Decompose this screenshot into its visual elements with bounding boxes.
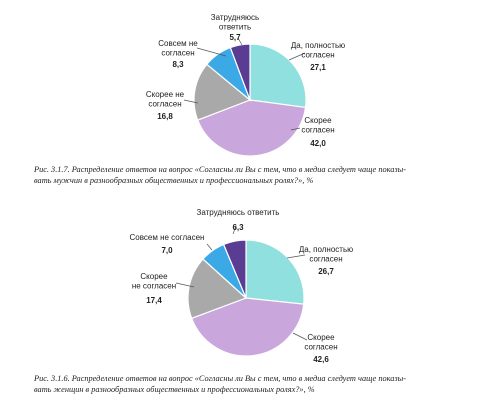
leader-line-rather-agree <box>292 332 308 341</box>
pie-slice-agree-fully <box>245 239 305 305</box>
caption-men-line-2: вать мужчин в разнообразных общественных… <box>34 176 314 185</box>
caption-women: Рис. 3.1.6. Распределение ответов на воп… <box>34 373 454 395</box>
slice-label-agree-fully: Да, полностью согласен <box>291 41 345 60</box>
leader-line-rather-disagree <box>175 282 195 288</box>
pie-slice-rather-agree <box>196 99 307 157</box>
caption-women-line-2: вать женщин в разнообразных общественных… <box>34 385 315 394</box>
pie-chart-women: Да, полностью согласен 26,7 Скорее согласен 4… <box>0 200 478 420</box>
pie-slice-rather-disagree <box>187 258 248 320</box>
slice-value-agree-fully: 26,7 <box>318 267 334 276</box>
slice-label-fully-disagree: Совсем не согласен <box>158 39 198 58</box>
leader-line-agree-fully <box>288 52 306 61</box>
slice-label-rather-disagree: Скорее не согласен <box>132 272 176 291</box>
slice-value-fully-disagree: 8,3 <box>172 60 184 69</box>
leader-line-hard-to-say <box>232 225 237 235</box>
pie-slice-hard-to-say <box>222 239 247 299</box>
caption-women-line-1: Рис. 3.1.6. Распределение ответов на воп… <box>34 374 407 383</box>
slice-value-hard-to-say: 6,3 <box>232 223 244 232</box>
slice-label-rather-agree: Скорее согласен <box>301 116 334 135</box>
leader-line-fully-disagree <box>196 47 227 57</box>
pie-chart-men-svg: Да, полностью согласен 27,1 Скорее согласен 4… <box>146 13 345 157</box>
pie-slice-rather-disagree <box>193 63 252 121</box>
pie-slice-rather-agree <box>190 297 305 357</box>
leader-line-fully-disagree <box>206 243 213 251</box>
pie-chart-men: Да, полностью согласен 27,1 Скорее согласен 4… <box>0 0 478 200</box>
pie-slice-hard-to-say <box>229 43 251 101</box>
caption-men-line-1: Рис. 3.1.7. Распределение ответов на воп… <box>34 165 407 174</box>
slice-value-rather-disagree: 16,8 <box>157 112 173 121</box>
slice-label-hard-to-say: Затрудняюсь ответить <box>197 208 280 217</box>
slice-value-hard-to-say: 5,7 <box>229 33 241 42</box>
slice-label-fully-disagree: Совсем не согласен <box>130 233 205 242</box>
pie-chart-women-svg: Да, полностью согласен 26,7 Скорее согласен 4… <box>130 208 354 364</box>
caption-men: Рис. 3.1.7. Распределение ответов на воп… <box>34 164 454 186</box>
slice-value-rather-agree: 42,0 <box>310 139 326 148</box>
slice-label-hard-to-say: Затрудняюсь ответить <box>211 13 259 32</box>
slice-label-rather-disagree: Скорее не согласен <box>146 90 185 109</box>
slice-value-rather-agree: 42,6 <box>313 355 329 364</box>
slice-value-agree-fully: 27,1 <box>310 63 326 72</box>
slice-value-rather-disagree: 17,4 <box>146 296 162 305</box>
slice-label-agree-fully: Да, полностью согласен <box>299 245 353 264</box>
slice-value-fully-disagree: 7,0 <box>161 246 173 255</box>
leader-line-rather-agree <box>290 127 301 131</box>
pie-slice-agree-fully <box>249 43 307 109</box>
leader-line-hard-to-say <box>237 37 243 46</box>
leader-line-rather-disagree <box>183 99 199 104</box>
leader-line-agree-fully <box>286 254 306 259</box>
slice-label-rather-agree: Скорее согласен <box>304 333 337 352</box>
